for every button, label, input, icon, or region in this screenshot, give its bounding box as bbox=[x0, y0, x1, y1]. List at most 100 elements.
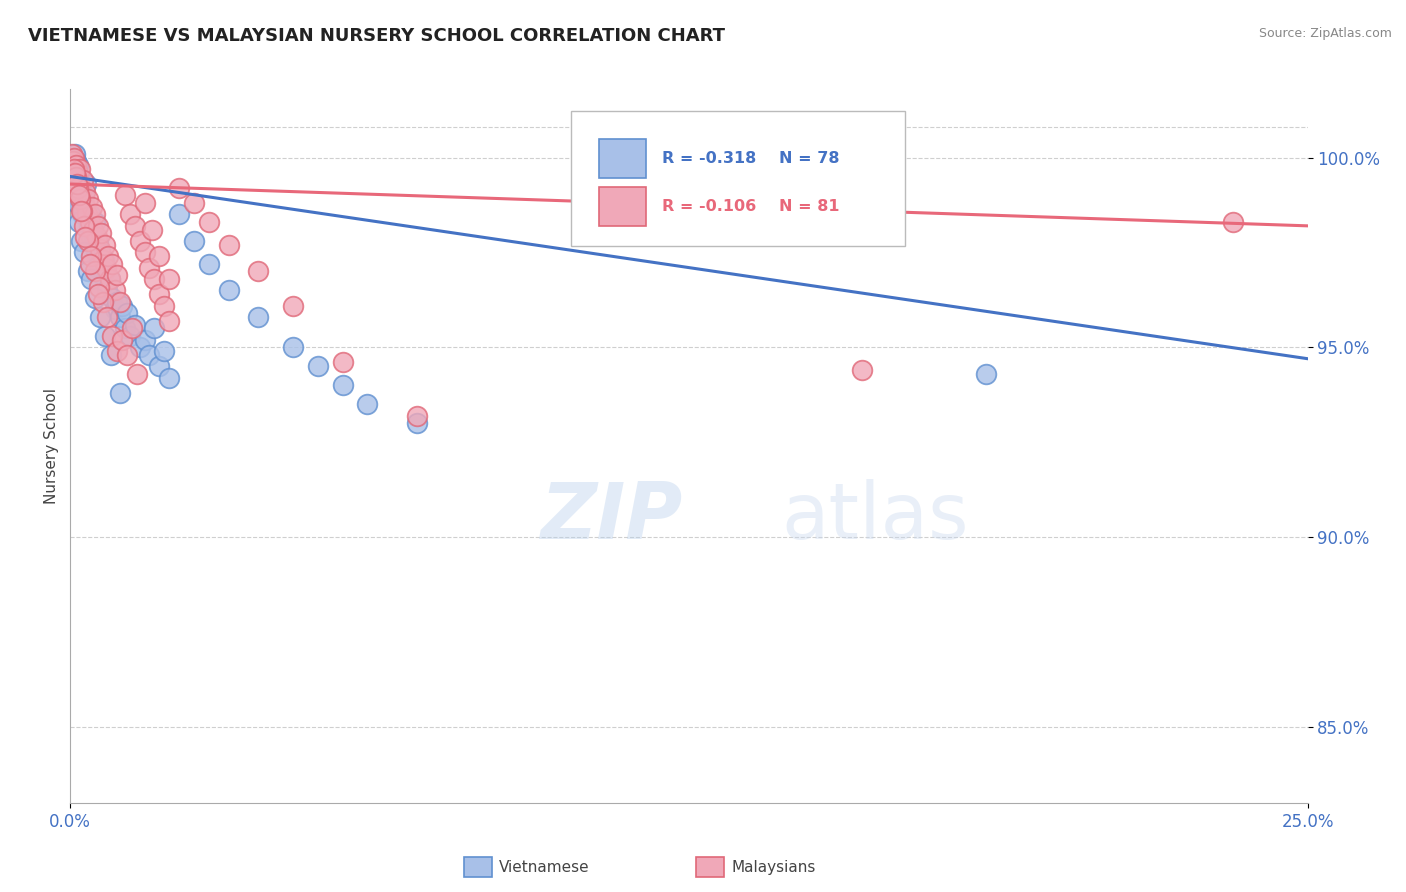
Point bbox=[405, 409, 427, 423]
Point bbox=[104, 302, 127, 317]
Point bbox=[66, 181, 89, 195]
Point bbox=[73, 219, 96, 233]
Point bbox=[218, 284, 240, 298]
Point bbox=[105, 294, 128, 309]
Point bbox=[851, 363, 873, 377]
Point bbox=[76, 207, 98, 221]
Point bbox=[62, 151, 84, 165]
Point bbox=[96, 310, 118, 324]
Point bbox=[84, 291, 107, 305]
Point bbox=[134, 333, 156, 347]
Point bbox=[118, 207, 141, 221]
Point bbox=[80, 249, 103, 263]
Point bbox=[101, 291, 124, 305]
Point bbox=[87, 219, 110, 233]
Point bbox=[66, 166, 89, 180]
Point bbox=[67, 177, 90, 191]
Point bbox=[69, 161, 91, 176]
Point bbox=[108, 310, 131, 324]
Text: atlas: atlas bbox=[782, 479, 969, 556]
Point bbox=[247, 264, 270, 278]
Point bbox=[98, 272, 121, 286]
Point bbox=[75, 230, 97, 244]
Point bbox=[94, 264, 117, 278]
Point bbox=[66, 169, 89, 184]
Point bbox=[67, 192, 90, 206]
Point bbox=[63, 161, 86, 176]
Point bbox=[66, 158, 89, 172]
Point bbox=[93, 252, 115, 267]
Point bbox=[62, 169, 84, 184]
Point bbox=[157, 370, 180, 384]
Point bbox=[124, 318, 146, 332]
Point bbox=[105, 344, 128, 359]
Point bbox=[65, 161, 87, 176]
FancyBboxPatch shape bbox=[571, 111, 905, 246]
Point bbox=[143, 321, 166, 335]
Point bbox=[65, 173, 87, 187]
Point bbox=[96, 284, 118, 298]
Point bbox=[62, 158, 84, 172]
Point bbox=[247, 310, 270, 324]
Point bbox=[73, 245, 96, 260]
Bar bbox=[599, 187, 645, 227]
Point bbox=[157, 314, 180, 328]
Point bbox=[66, 177, 89, 191]
Point bbox=[148, 287, 170, 301]
Point bbox=[63, 151, 86, 165]
Point bbox=[65, 158, 87, 172]
Point bbox=[89, 310, 111, 324]
Point bbox=[198, 215, 221, 229]
Point bbox=[104, 284, 127, 298]
Point bbox=[62, 154, 84, 169]
Point bbox=[69, 192, 91, 206]
Point bbox=[67, 166, 90, 180]
Point bbox=[79, 207, 101, 221]
Point bbox=[84, 207, 107, 221]
Point bbox=[67, 169, 90, 184]
Point bbox=[128, 234, 150, 248]
Point bbox=[75, 203, 97, 218]
Point bbox=[77, 219, 100, 233]
Point bbox=[65, 154, 87, 169]
Point bbox=[62, 161, 84, 176]
Point bbox=[101, 329, 124, 343]
Point bbox=[148, 249, 170, 263]
Point bbox=[67, 188, 90, 202]
Point bbox=[101, 257, 124, 271]
Point bbox=[108, 385, 131, 400]
Point bbox=[94, 329, 117, 343]
Point bbox=[73, 188, 96, 202]
Point bbox=[281, 299, 304, 313]
Point bbox=[115, 348, 138, 362]
Point bbox=[134, 245, 156, 260]
Text: R = -0.318: R = -0.318 bbox=[662, 151, 756, 166]
Point bbox=[70, 181, 93, 195]
Point bbox=[65, 169, 87, 184]
Point bbox=[148, 359, 170, 374]
Point bbox=[183, 196, 205, 211]
Point bbox=[183, 234, 205, 248]
Point bbox=[134, 196, 156, 211]
Point bbox=[80, 230, 103, 244]
Point bbox=[63, 146, 86, 161]
Point bbox=[167, 181, 190, 195]
Point bbox=[89, 242, 111, 256]
Point bbox=[86, 234, 108, 248]
Point bbox=[80, 200, 103, 214]
Point bbox=[157, 272, 180, 286]
Point bbox=[86, 230, 108, 244]
Point bbox=[974, 367, 997, 381]
Point bbox=[218, 237, 240, 252]
Point bbox=[111, 333, 134, 347]
Point bbox=[332, 378, 354, 392]
Text: ZIP: ZIP bbox=[540, 479, 683, 556]
Point bbox=[84, 264, 107, 278]
Point bbox=[114, 188, 136, 202]
Point bbox=[65, 169, 87, 184]
Point bbox=[70, 203, 93, 218]
Point bbox=[167, 207, 190, 221]
Point bbox=[70, 207, 93, 221]
Text: Vietnamese: Vietnamese bbox=[499, 860, 589, 874]
Point bbox=[118, 329, 141, 343]
